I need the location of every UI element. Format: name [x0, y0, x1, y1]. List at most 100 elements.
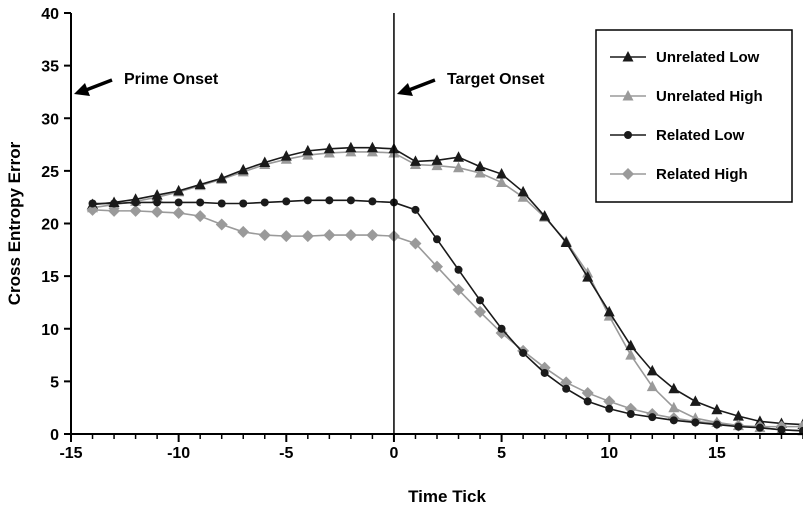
- data-point: [368, 197, 377, 206]
- y-tick-label: 15: [41, 269, 59, 286]
- series-line: [92, 151, 803, 432]
- legend-marker: [622, 168, 634, 180]
- y-axis-ticks: 0 5 10 15 20 25 30 35 40: [41, 6, 71, 444]
- data-point: [366, 141, 378, 153]
- x-axis-ticks: -15 -10 -5 0 5 10 15: [59, 434, 803, 462]
- data-point: [194, 210, 207, 223]
- data-point: [301, 230, 314, 243]
- data-point: [711, 403, 723, 415]
- y-tick-label: 25: [41, 164, 59, 181]
- data-point: [258, 229, 271, 242]
- data-point: [411, 205, 420, 214]
- data-point: [668, 382, 680, 394]
- legend-item-related-high: Related High: [610, 166, 748, 183]
- series-related-low: [88, 196, 803, 435]
- legend-label: Related High: [656, 166, 748, 183]
- annotation-target-onset: Target Onset: [396, 71, 545, 97]
- data-point: [497, 324, 506, 333]
- data-point: [131, 198, 140, 207]
- legend-item-related-low: Related Low: [610, 127, 745, 144]
- data-point: [431, 159, 443, 171]
- data-point: [345, 141, 357, 153]
- x-tick-label: -10: [167, 445, 190, 462]
- data-point: [625, 339, 637, 351]
- data-point: [755, 423, 764, 432]
- data-point: [151, 205, 164, 218]
- y-axis-title: Cross Entropy Error: [5, 141, 24, 305]
- data-point: [668, 401, 680, 413]
- data-point: [625, 349, 637, 360]
- data-point: [196, 198, 205, 207]
- data-point: [153, 198, 162, 207]
- data-point: [237, 163, 249, 175]
- y-tick-label: 5: [50, 374, 59, 391]
- legend-item-unrelated-low: Unrelated Low: [610, 49, 760, 66]
- data-point: [582, 271, 594, 282]
- annotation-label: Prime Onset: [124, 71, 219, 88]
- data-point: [539, 210, 551, 221]
- x-tick-label: 5: [497, 445, 506, 462]
- data-point: [323, 229, 336, 242]
- data-point: [409, 237, 422, 250]
- data-point: [581, 386, 594, 399]
- series-line: [92, 146, 803, 426]
- legend-marker: [622, 90, 634, 101]
- data-point: [476, 296, 485, 305]
- legend-marker: [624, 131, 632, 139]
- data-point: [453, 151, 465, 162]
- data-point: [172, 206, 185, 219]
- data-point: [648, 413, 657, 422]
- data-point: [173, 184, 185, 196]
- x-tick-label: -5: [279, 445, 293, 462]
- data-point: [474, 305, 487, 318]
- data-point: [346, 196, 355, 205]
- data-point: [519, 348, 528, 357]
- x-tick-label: -15: [59, 445, 82, 462]
- data-point: [712, 420, 721, 429]
- data-point: [366, 229, 379, 242]
- data-point: [216, 172, 228, 183]
- data-point: [605, 404, 614, 413]
- data-point: [734, 422, 743, 431]
- y-tick-label: 20: [41, 217, 59, 234]
- data-point: [626, 410, 635, 419]
- data-point: [452, 283, 465, 296]
- arrow-head: [396, 83, 413, 97]
- data-point: [496, 168, 508, 179]
- data-point: [108, 204, 121, 217]
- data-point: [323, 142, 335, 154]
- annotation-prime-onset: Prime Onset: [74, 71, 219, 97]
- x-axis-title: Time Tick: [408, 487, 486, 506]
- data-point: [433, 235, 441, 244]
- data-point: [454, 265, 463, 274]
- legend: Unrelated Low Unrelated High Related Low Re…: [595, 29, 793, 203]
- data-point: [646, 364, 658, 376]
- data-point: [110, 199, 119, 208]
- y-tick-label: 30: [41, 111, 59, 128]
- data-point: [517, 191, 529, 202]
- arrow-shaft: [408, 78, 436, 92]
- data-point: [129, 204, 142, 217]
- data-point: [732, 410, 744, 421]
- arrow-shaft: [85, 78, 113, 92]
- data-point: [217, 199, 226, 208]
- data-point: [517, 185, 529, 197]
- data-point: [280, 150, 292, 161]
- annotation-label: Target Onset: [447, 71, 545, 88]
- data-point: [151, 189, 163, 200]
- data-point: [86, 203, 99, 216]
- data-point: [325, 196, 334, 205]
- data-point: [603, 305, 615, 317]
- data-point: [303, 196, 312, 205]
- arrow-head: [74, 83, 90, 97]
- data-point: [583, 397, 592, 406]
- data-point: [689, 395, 701, 406]
- data-point: [474, 160, 486, 172]
- plot-content: [86, 141, 803, 436]
- data-point: [239, 199, 248, 208]
- data-point: [237, 225, 250, 238]
- data-point: [754, 415, 766, 426]
- data-point: [280, 230, 293, 243]
- data-point: [562, 384, 571, 393]
